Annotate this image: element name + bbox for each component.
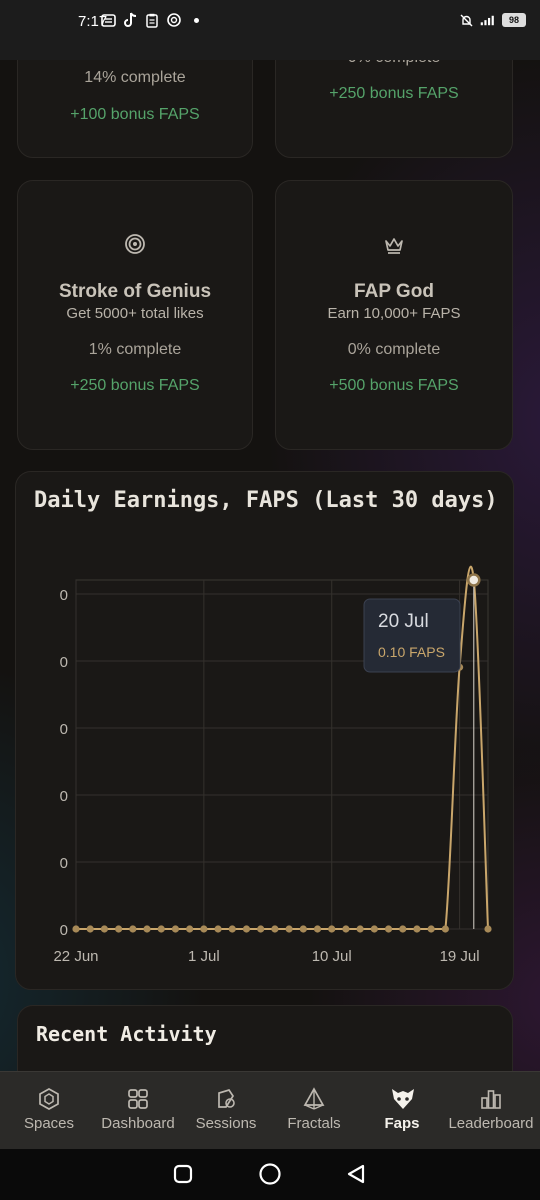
data-point — [427, 925, 435, 933]
system-navigation-bar — [0, 1149, 540, 1200]
data-point — [313, 925, 322, 933]
home-icon[interactable] — [258, 1162, 282, 1191]
fractals-icon — [302, 1087, 326, 1111]
data-point — [484, 925, 492, 933]
data-point — [214, 925, 222, 933]
nav-fractals[interactable]: Fractals — [274, 1072, 354, 1150]
data-point — [186, 925, 194, 933]
achievement-bonus: +250 bonus FAPS — [70, 377, 200, 394]
data-point — [143, 925, 151, 933]
data-point — [100, 925, 109, 933]
system-status-icons: 98 — [458, 12, 526, 28]
chart-title: Daily Earnings, FAPS (Last 30 days) — [34, 488, 498, 513]
signal-icon — [480, 12, 496, 28]
achievement-card-stroke-of-genius[interactable]: Stroke of Genius Get 5000+ total likes 1… — [17, 180, 253, 450]
notification-icons — [100, 12, 199, 28]
x-tick-label: 10 Jul — [312, 948, 352, 965]
data-point — [441, 925, 449, 933]
faps-icon — [390, 1087, 414, 1111]
data-point — [157, 925, 165, 933]
y-tick-label: 0 — [60, 922, 68, 939]
dashboard-icon — [126, 1087, 150, 1111]
data-point — [356, 925, 364, 933]
news-icon — [100, 12, 116, 28]
y-tick-label: 0 — [60, 587, 68, 604]
tooltip-value: 0.10 FAPS — [378, 644, 445, 660]
bottom-navigation: Spaces Dashboard Sessions Fractals Faps … — [0, 1071, 540, 1149]
achievement-description: Earn 10,000+ FAPS — [327, 305, 461, 322]
more-notifications-dot — [194, 17, 199, 23]
spaces-icon — [37, 1087, 61, 1111]
achievement-card-fap-god[interactable]: FAP God Earn 10,000+ FAPS 0% complete +5… — [275, 180, 513, 450]
nav-label: Fractals — [287, 1115, 341, 1132]
achievement-title: FAP God — [354, 281, 434, 302]
data-point — [271, 925, 279, 933]
data-point — [242, 925, 251, 933]
crown-icon — [383, 235, 405, 260]
data-point — [115, 925, 123, 933]
daily-earnings-chart[interactable]: 0 0 0 0 0 0 22 Jun 1 Jul 10 Jul 19 Jul 20 Jul 0.10 … — [16, 472, 515, 991]
data-point — [171, 925, 180, 933]
data-point — [299, 925, 307, 933]
achievement-progress: 14% complete — [84, 69, 186, 86]
leaderboard-icon — [479, 1087, 503, 1111]
x-tick-label: 22 Jun — [53, 948, 98, 965]
nav-label: Dashboard — [101, 1115, 175, 1132]
data-point — [328, 925, 336, 933]
nav-label: Spaces — [23, 1115, 75, 1132]
achievement-bonus: +500 bonus FAPS — [329, 377, 459, 394]
data-point — [86, 925, 94, 933]
data-point — [72, 925, 80, 933]
chatgpt-icon — [166, 12, 182, 28]
data-point — [370, 925, 378, 933]
achievement-progress: 0% complete — [347, 341, 441, 358]
target-icon — [124, 233, 146, 260]
tooltip-date: 20 Jul — [378, 611, 429, 632]
data-point — [384, 925, 393, 933]
data-point — [257, 925, 265, 933]
data-point — [342, 925, 350, 933]
data-point — [413, 925, 421, 933]
recents-icon[interactable] — [173, 1164, 193, 1189]
data-point — [200, 925, 208, 933]
nav-label: Leaderboard — [448, 1115, 534, 1132]
achievement-description: Get 5000+ total likes — [66, 305, 204, 322]
nav-label: Faps — [384, 1115, 420, 1132]
y-tick-label: 0 — [60, 788, 68, 805]
nav-label: Sessions — [195, 1115, 257, 1132]
battery-indicator: 98 — [502, 13, 526, 27]
nav-spaces[interactable]: Spaces — [0, 1072, 98, 1150]
x-tick-label: 19 Jul — [440, 948, 480, 965]
data-point — [129, 925, 137, 933]
data-point — [399, 925, 407, 933]
nav-faps[interactable]: Faps — [362, 1072, 442, 1150]
tooltip-box — [363, 598, 461, 673]
nav-dashboard[interactable]: Dashboard — [98, 1072, 178, 1150]
status-time: 7:17 — [78, 13, 108, 30]
data-point — [228, 925, 236, 933]
y-tick-label: 0 — [60, 654, 68, 671]
x-tick-label: 1 Jul — [188, 948, 220, 965]
achievement-title: Stroke of Genius — [58, 281, 212, 302]
mute-icon — [458, 12, 474, 28]
status-bar: 7:17 98 — [0, 0, 540, 60]
y-tick-label: 0 — [60, 721, 68, 738]
data-point-highlighted — [467, 573, 481, 587]
achievement-bonus: +100 bonus FAPS — [70, 106, 200, 123]
achievement-progress: 1% complete — [88, 341, 182, 358]
tiktok-icon — [122, 12, 138, 28]
achievement-bonus: +250 bonus FAPS — [329, 85, 459, 102]
recent-activity-title: Recent Activity — [36, 1022, 217, 1046]
clipboard-icon — [144, 12, 160, 28]
sessions-icon — [214, 1087, 238, 1111]
nav-leaderboard[interactable]: Leaderboard — [442, 1072, 540, 1150]
data-point — [285, 925, 293, 933]
y-tick-label: 0 — [60, 855, 68, 872]
nav-sessions[interactable]: Sessions — [186, 1072, 266, 1150]
back-icon[interactable] — [345, 1163, 367, 1190]
